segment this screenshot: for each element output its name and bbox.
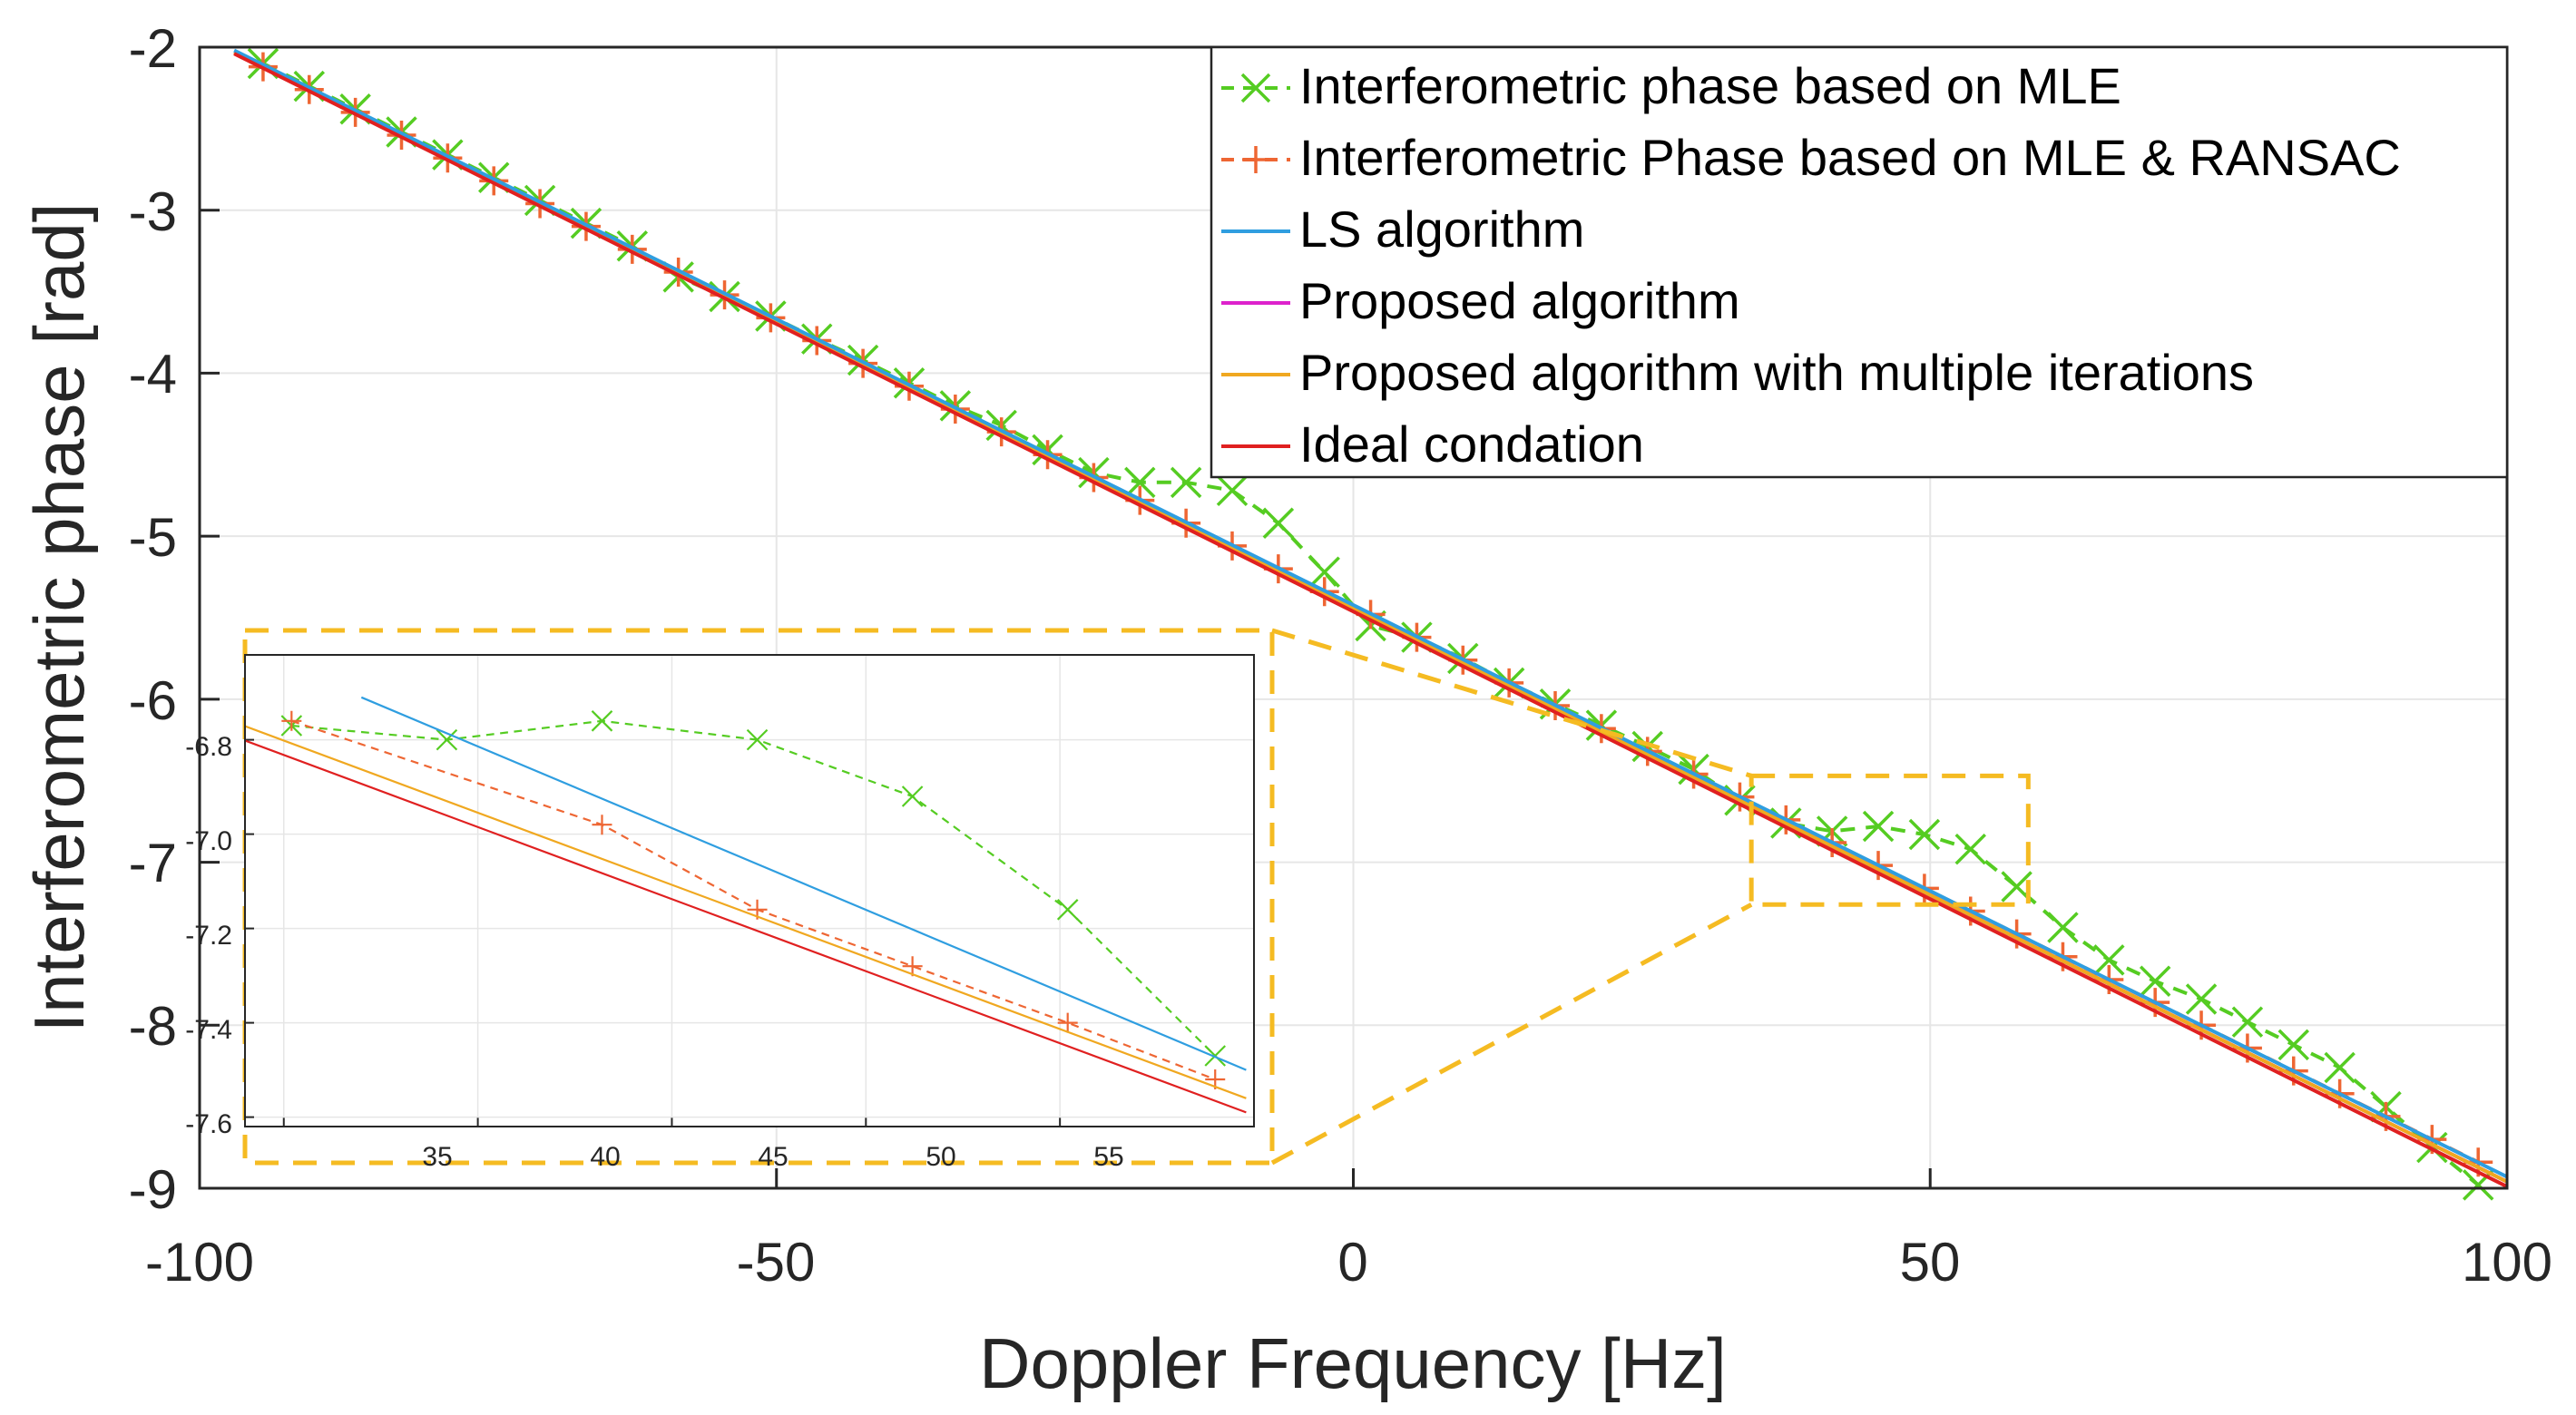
y-tick-label: -6 bbox=[129, 670, 177, 731]
inset-ransac-series-marker bbox=[592, 815, 612, 835]
x-tick-labels: -100 -50 0 50 100 bbox=[145, 1232, 2552, 1293]
legend: Interferometric phase based on MLE Inter… bbox=[1210, 45, 2509, 479]
inset-frame bbox=[244, 654, 1255, 1127]
legend-label: LS algorithm bbox=[1299, 200, 1584, 258]
legend-samples bbox=[1221, 73, 1290, 448]
mle-series-marker bbox=[1954, 833, 1986, 865]
y-tick-label: -5 bbox=[129, 507, 177, 568]
inset-mle-series-marker bbox=[436, 728, 458, 751]
mle-series-marker bbox=[2093, 944, 2125, 976]
mle-series-marker bbox=[1124, 466, 1156, 499]
mle-series-marker bbox=[1308, 556, 1340, 588]
inset-mle-series-marker bbox=[746, 728, 769, 751]
inset-x-tick-label: 45 bbox=[758, 1142, 788, 1172]
ls-series-line bbox=[233, 48, 2508, 1179]
mle-series-marker bbox=[1216, 474, 1249, 507]
zoom-connector-line bbox=[1270, 903, 1753, 1166]
inset-y-tick-labels: -6.8 -7.0 -7.2 -7.4 -7.6 bbox=[185, 732, 232, 1139]
inset-y-tick-label: -7.6 bbox=[185, 1109, 232, 1139]
zoom-connector-line bbox=[1271, 628, 1752, 778]
inset-y-tick-label: -7.2 bbox=[185, 921, 232, 951]
mle-series-marker bbox=[1170, 466, 1202, 499]
ransac-series-legend-marker bbox=[1242, 146, 1269, 173]
inset-y-tick-label: -7.0 bbox=[185, 826, 232, 856]
ideal-series-line bbox=[233, 52, 2508, 1188]
mle-series-marker bbox=[2139, 965, 2171, 997]
mle-series-marker bbox=[2231, 1006, 2264, 1038]
inset-ransac-series-line bbox=[290, 719, 1216, 1081]
mle-series-marker bbox=[1262, 507, 1295, 540]
inset-series bbox=[245, 696, 1247, 1114]
zoom-highlight-box bbox=[1748, 773, 2031, 907]
inset-proposed-multi-series-line bbox=[245, 725, 1247, 1099]
y-tick-labels: -2 -3 -4 -5 -6 -7 -8 -9 bbox=[129, 18, 177, 1220]
x-tick-label: 50 bbox=[1900, 1232, 1961, 1293]
mle-series-marker bbox=[2047, 912, 2079, 943]
x-axis-label: Doppler Frequency [Hz] bbox=[979, 1323, 1727, 1403]
inset-y-tick-label: -6.8 bbox=[185, 732, 232, 762]
mle-series-marker bbox=[2324, 1051, 2356, 1084]
y-tick-label: -3 bbox=[129, 181, 177, 242]
inset-x-tick-label: 50 bbox=[926, 1142, 955, 1172]
legend-label: Proposed algorithm with multiple iterati… bbox=[1299, 344, 2254, 401]
mle-series-marker bbox=[1862, 810, 1895, 843]
zoom-overlay bbox=[242, 628, 2031, 1166]
inset-x-tick-label: 40 bbox=[590, 1142, 620, 1172]
legend-box bbox=[1210, 45, 2509, 479]
mle-series-marker bbox=[1908, 818, 1941, 851]
legend-label: Proposed algorithm bbox=[1299, 272, 1740, 329]
y-tick-label: -4 bbox=[129, 344, 177, 405]
y-tick-label: -9 bbox=[129, 1159, 177, 1220]
y-tick-label: -2 bbox=[129, 18, 177, 79]
mle-series-marker bbox=[2277, 1029, 2310, 1061]
inset-mle-series-marker bbox=[591, 710, 613, 732]
x-tick-label: -50 bbox=[737, 1232, 816, 1293]
inset-y-tick-label: -7.4 bbox=[185, 1015, 232, 1045]
inset-x-tick-labels: 35 40 45 50 55 bbox=[422, 1142, 1123, 1172]
inset-x-tick-label: 35 bbox=[422, 1142, 452, 1172]
legend-label: Interferometric phase based on MLE bbox=[1299, 57, 2121, 114]
y-axis-label: Interferometric phase [rad] bbox=[19, 203, 99, 1033]
inset-mle-series-marker bbox=[901, 786, 924, 807]
inset-mle-series-marker bbox=[1204, 1045, 1227, 1067]
legend-label: Interferometric Phase based on MLE & RAN… bbox=[1299, 129, 2401, 186]
inset-mle-series-marker bbox=[1056, 899, 1079, 921]
inset-ideal-series-line bbox=[245, 739, 1247, 1114]
x-tick-label: 0 bbox=[1337, 1232, 1367, 1293]
x-tick-label: 100 bbox=[2462, 1232, 2552, 1293]
inset-ransac-series-marker bbox=[281, 710, 302, 731]
inset-ransac-series-marker bbox=[902, 956, 923, 977]
inset-x-tick-label: 55 bbox=[1093, 1142, 1123, 1172]
y-tick-label: -8 bbox=[129, 996, 177, 1057]
mle-series-legend-marker bbox=[1240, 73, 1271, 103]
inset-highlight-frame bbox=[242, 628, 1275, 1166]
inset-ls-series-line bbox=[360, 696, 1247, 1071]
inset-plot: 35 40 45 50 55 -6.8 -7.0 -7.2 -7.4 -7.6 bbox=[185, 654, 1255, 1172]
legend-label: Ideal condation bbox=[1299, 415, 1644, 473]
mle-series-marker bbox=[2185, 983, 2218, 1015]
main-series bbox=[233, 47, 2508, 1201]
y-tick-label: -7 bbox=[129, 833, 177, 893]
proposed-multi-series-line bbox=[233, 50, 2508, 1184]
inset-ransac-series-marker bbox=[1057, 1012, 1078, 1033]
x-tick-label: -100 bbox=[145, 1232, 254, 1293]
